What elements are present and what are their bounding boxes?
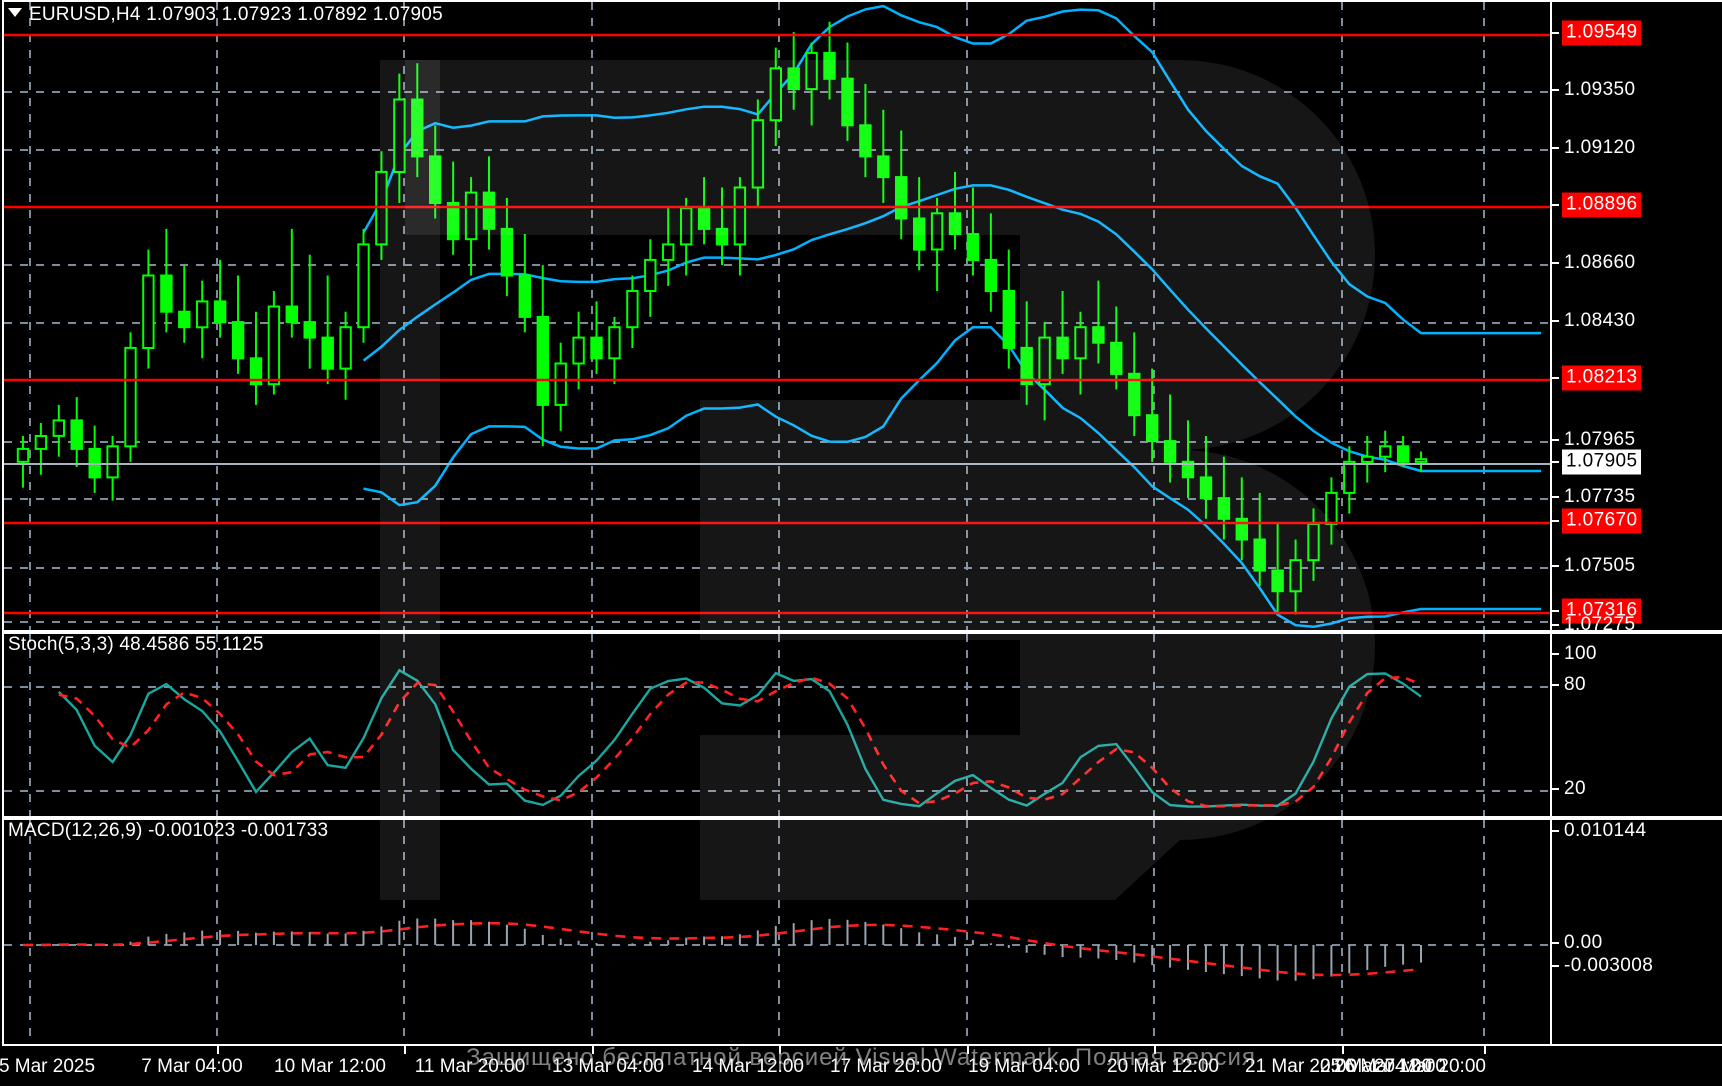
time-axis[interactable]: 5 Mar 2025 7 Mar 04:00 10 Mar 12:00 11 Mar … bbox=[0, 1046, 1722, 1086]
price-legend: EURUSD,H4 1.07903 1.07923 1.07892 1.0790… bbox=[8, 4, 443, 26]
price-scale-label: 1.07965 bbox=[1564, 429, 1636, 450]
price-scale-label: 1.07670 bbox=[1562, 508, 1642, 534]
time-axis-label: 5 Mar 2025 bbox=[0, 1056, 96, 1077]
price-scale-label: 1.07905 bbox=[1562, 449, 1642, 475]
macd-scale-tick bbox=[1552, 965, 1559, 967]
price-plot-area[interactable] bbox=[4, 2, 1550, 630]
time-axis-tick bbox=[217, 1046, 219, 1054]
stoch-scale-tick bbox=[1552, 653, 1559, 655]
price-scale-tick bbox=[1552, 262, 1559, 264]
time-axis-label: 14 Mar 12:00 bbox=[692, 1056, 804, 1077]
time-axis-tick bbox=[779, 1046, 781, 1054]
time-axis-label: 11 Mar 20:00 bbox=[414, 1056, 526, 1077]
time-axis-tick bbox=[592, 1046, 594, 1054]
stochastic-panel[interactable]: 100 80 20 Stoch(5,3,3) 48.4586 55.1125 bbox=[0, 632, 1722, 818]
macd-scale-axis[interactable]: 0.010144 0.00 -0.003008 bbox=[1550, 818, 1722, 1046]
time-axis-label: 26 Mar 12:00 bbox=[1334, 1056, 1446, 1077]
price-scale-tick bbox=[1552, 89, 1559, 91]
time-axis-label: 27 Mar 20:00 bbox=[1374, 1056, 1486, 1077]
stochastic-chart-svg bbox=[4, 634, 1550, 816]
price-scale-tick bbox=[1552, 204, 1559, 206]
time-axis-label: 13 Mar 04:00 bbox=[552, 1056, 664, 1077]
price-scale-label: 1.08660 bbox=[1564, 252, 1636, 273]
time-axis-label: 7 Mar 04:00 bbox=[141, 1056, 243, 1077]
macd-scale-tick bbox=[1552, 942, 1559, 944]
price-scale-tick bbox=[1552, 439, 1559, 441]
price-scale-label: 1.09549 bbox=[1562, 20, 1642, 46]
price-scale-label: 1.07316 bbox=[1562, 598, 1642, 624]
time-axis-tick bbox=[1154, 1046, 1156, 1054]
price-scale-tick bbox=[1552, 520, 1559, 522]
collapse-triangle-icon[interactable] bbox=[8, 8, 22, 18]
macd-scale-tick bbox=[1552, 830, 1559, 832]
time-axis-tick bbox=[1484, 1046, 1486, 1054]
stochastic-plot-area[interactable] bbox=[4, 634, 1550, 816]
macd-chart-svg bbox=[4, 820, 1550, 1044]
price-scale-label: 1.08213 bbox=[1562, 365, 1642, 391]
price-scale-tick bbox=[1552, 147, 1559, 149]
stoch-scale-label: 20 bbox=[1564, 778, 1586, 799]
price-scale-tick bbox=[1552, 496, 1559, 498]
price-scale-tick bbox=[1552, 32, 1559, 34]
macd-scale-label: -0.003008 bbox=[1564, 955, 1654, 976]
stochastic-legend: Stoch(5,3,3) 48.4586 55.1125 bbox=[8, 634, 264, 655]
price-scale-label: 1.09120 bbox=[1564, 137, 1636, 158]
macd-panel[interactable]: 0.010144 0.00 -0.003008 MACD(12,26,9) -0.0… bbox=[0, 818, 1722, 1046]
price-scale-label: 1.08896 bbox=[1562, 192, 1642, 218]
price-scale-tick bbox=[1552, 461, 1559, 463]
price-chart-svg bbox=[4, 2, 1550, 630]
price-scale-tick bbox=[1552, 610, 1559, 612]
time-axis-label: 19 Mar 04:00 bbox=[968, 1056, 1080, 1077]
symbol-ohlc-label: EURUSD,H4 1.07903 1.07923 1.07892 1.0790… bbox=[29, 4, 443, 25]
price-scale-label: 1.09350 bbox=[1564, 79, 1636, 100]
macd-scale-label: 0.00 bbox=[1564, 932, 1603, 953]
time-axis-label: 25 Mar 04:00 bbox=[1320, 1056, 1432, 1077]
stoch-scale-label: 80 bbox=[1564, 674, 1586, 695]
price-scale-tick bbox=[1552, 624, 1559, 626]
time-axis-tick bbox=[1342, 1046, 1344, 1054]
stochastic-scale-axis[interactable]: 100 80 20 bbox=[1550, 632, 1722, 818]
price-scale-label: 1.07505 bbox=[1564, 555, 1636, 576]
price-scale-tick bbox=[1552, 320, 1559, 322]
price-scale-tick bbox=[1552, 377, 1559, 379]
price-scale-label: 1.08430 bbox=[1564, 310, 1636, 331]
price-scale-label: 1.07735 bbox=[1564, 486, 1636, 507]
stoch-scale-tick bbox=[1552, 788, 1559, 790]
time-axis-label: 10 Mar 12:00 bbox=[274, 1056, 386, 1077]
macd-legend: MACD(12,26,9) -0.001023 -0.001733 bbox=[8, 820, 329, 841]
stoch-scale-tick bbox=[1552, 684, 1559, 686]
price-scale-axis[interactable]: 1.09549 1.09350 1.09120 1.08896 1.08660 1.084… bbox=[1550, 0, 1722, 635]
time-axis-tick bbox=[404, 1046, 406, 1054]
time-axis-label: 21 Mar 20:00 bbox=[1245, 1056, 1357, 1077]
price-scale-tick bbox=[1552, 565, 1559, 567]
time-axis-label: 17 Mar 20:00 bbox=[830, 1056, 942, 1077]
macd-plot-area[interactable] bbox=[4, 820, 1550, 1044]
time-axis-label: 20 Mar 12:00 bbox=[1107, 1056, 1219, 1077]
time-axis-tick bbox=[967, 1046, 969, 1054]
stoch-scale-label: 100 bbox=[1564, 643, 1597, 664]
price-chart-panel[interactable]: 1.09549 1.09350 1.09120 1.08896 1.08660 1.084… bbox=[0, 0, 1722, 635]
macd-scale-label: 0.010144 bbox=[1564, 820, 1647, 841]
price-scale-label: 1.07275 bbox=[1564, 614, 1636, 635]
